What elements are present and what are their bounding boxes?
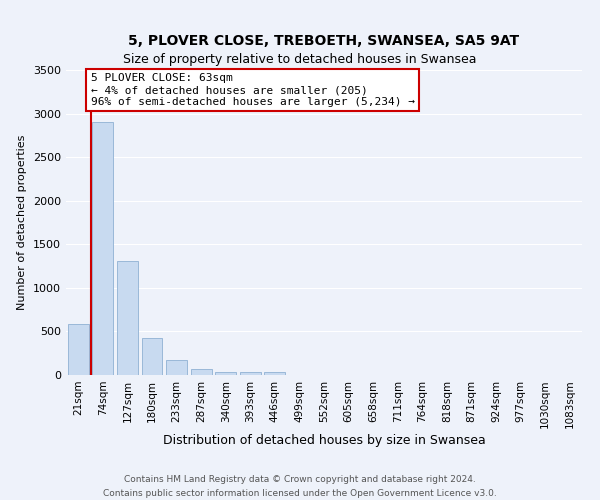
Y-axis label: Number of detached properties: Number of detached properties: [17, 135, 28, 310]
Bar: [142, 338, 163, 375]
Bar: [215, 372, 236, 375]
Bar: [191, 370, 212, 375]
Title: 5, PLOVER CLOSE, TREBOETH, SWANSEA, SA5 9AT: 5, PLOVER CLOSE, TREBOETH, SWANSEA, SA5 …: [128, 34, 520, 48]
Bar: [265, 372, 286, 375]
Bar: [117, 261, 138, 375]
X-axis label: Distribution of detached houses by size in Swansea: Distribution of detached houses by size …: [163, 434, 485, 447]
Bar: [68, 324, 89, 375]
Bar: [166, 360, 187, 375]
Text: Contains HM Land Registry data © Crown copyright and database right 2024.
Contai: Contains HM Land Registry data © Crown c…: [103, 476, 497, 498]
Text: Size of property relative to detached houses in Swansea: Size of property relative to detached ho…: [123, 52, 477, 66]
Bar: [92, 122, 113, 375]
Text: 5 PLOVER CLOSE: 63sqm
← 4% of detached houses are smaller (205)
96% of semi-deta: 5 PLOVER CLOSE: 63sqm ← 4% of detached h…: [91, 74, 415, 106]
Bar: [240, 372, 261, 375]
